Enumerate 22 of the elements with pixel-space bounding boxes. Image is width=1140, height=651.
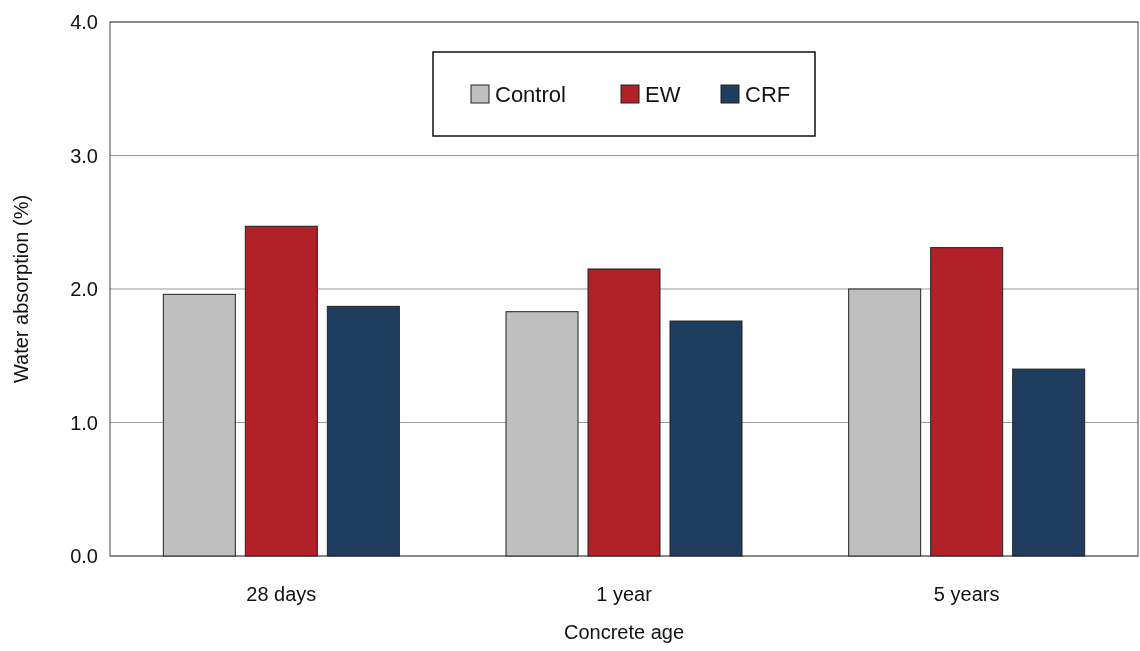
legend-label: EW	[645, 81, 681, 107]
x-tick-label: 5 years	[933, 583, 1000, 605]
x-tick-label: 28 days	[246, 583, 317, 605]
bar	[505, 311, 579, 557]
bar	[587, 268, 661, 557]
y-tick-label: 1.0	[70, 411, 98, 434]
legend-label: CRF	[745, 81, 791, 107]
x-tick-label: 1 year	[596, 583, 653, 605]
bar	[244, 225, 318, 557]
y-tick-label: 2.0	[70, 278, 98, 300]
legend-label: Control	[495, 81, 566, 107]
bar	[1012, 368, 1086, 557]
y-tick-label: 0.0	[70, 545, 98, 567]
bar	[930, 247, 1004, 557]
bar	[326, 305, 400, 557]
bar	[669, 320, 743, 557]
x-axis-title: Concrete age	[563, 621, 685, 643]
y-tick-label: 3.0	[70, 144, 98, 167]
bar	[848, 288, 922, 557]
y-axis-title: Water absorption (%)	[10, 194, 32, 384]
y-tick-label: 4.0	[70, 11, 98, 33]
bar	[162, 293, 236, 557]
